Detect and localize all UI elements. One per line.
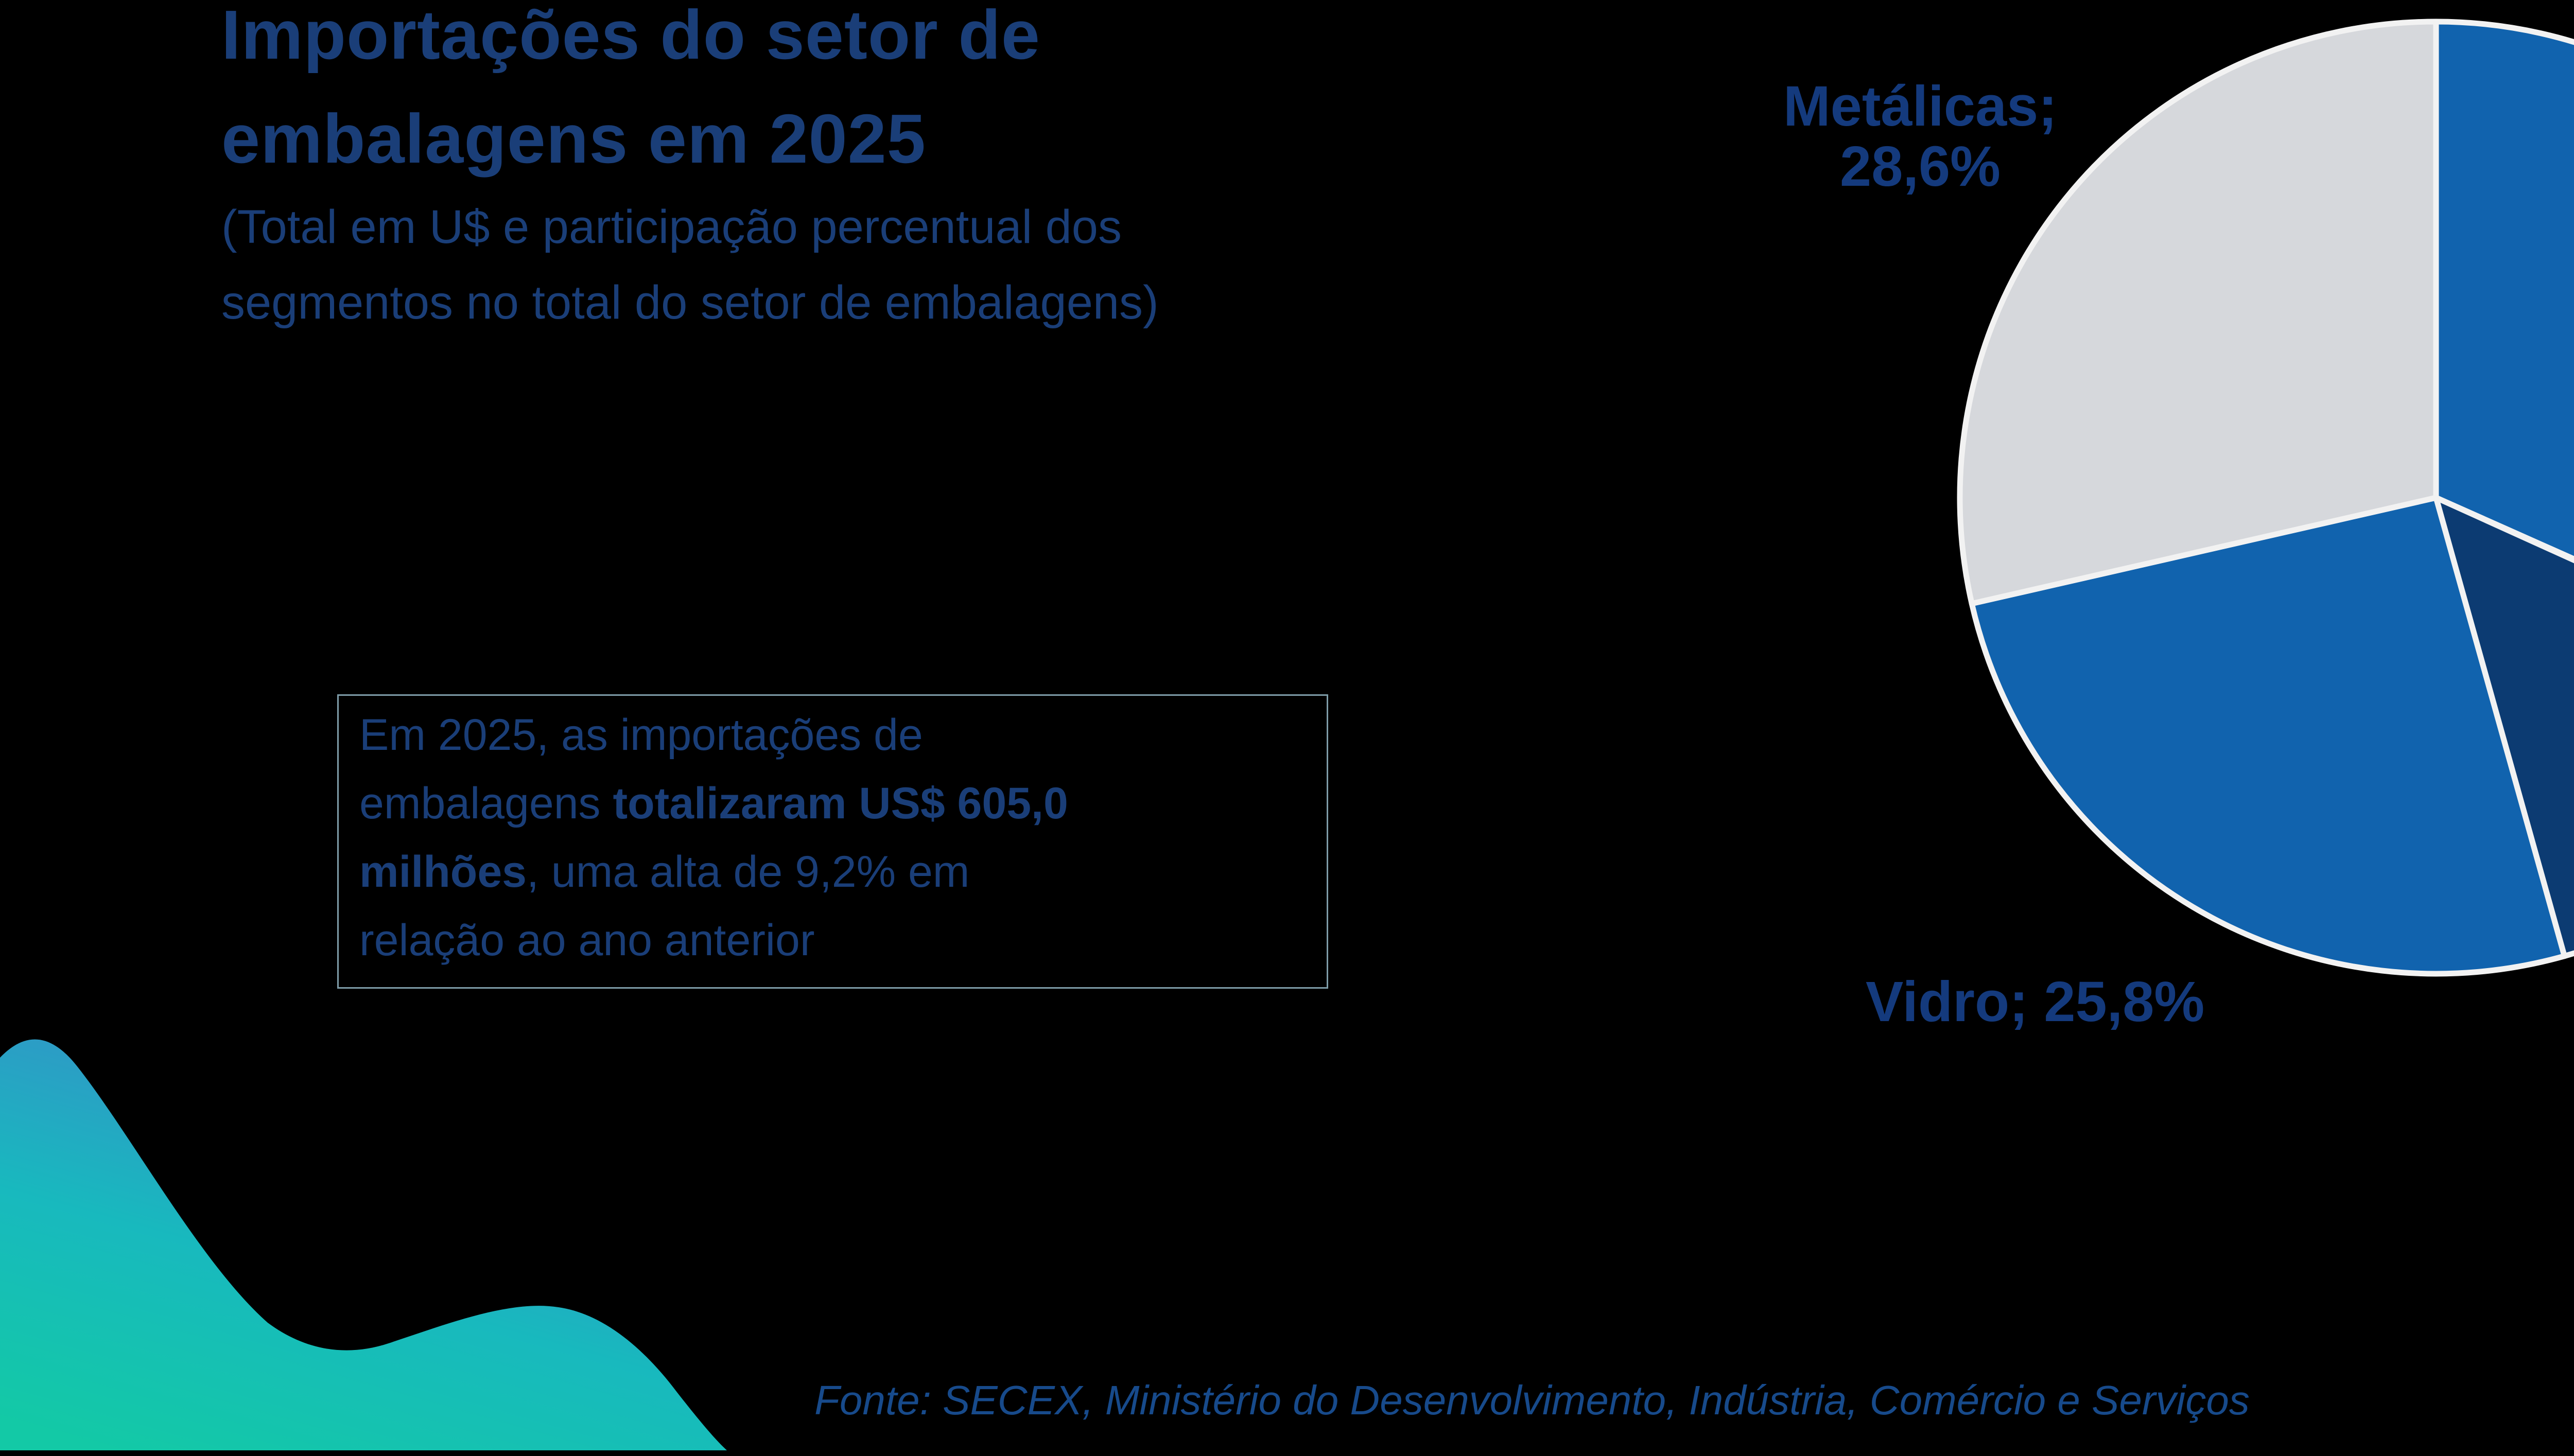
highlight-box-line: relação ao ano anterior (359, 906, 1306, 975)
page-title-line1: Importações do setor de (221, 0, 1040, 74)
source-note: Fonte: SECEX, Ministério do Desenvolvime… (814, 1377, 2250, 1423)
highlight-box-text: embalagens (359, 779, 613, 828)
page-subtitle-line1: (Total em U$ e participação percentual d… (221, 201, 1122, 253)
highlight-box-line: embalagens totalizaram US$ 605,0 (359, 769, 1306, 838)
highlight-box-line: milhões, uma alta de 9,2% em (359, 838, 1306, 906)
highlight-box-line: Em 2025, as importações de (359, 701, 1306, 769)
highlight-box-bold-text: totalizaram US$ 605,0 (613, 779, 1068, 828)
page-title-line2: embalagens em 2025 (221, 100, 926, 178)
highlight-box-text: relação ao ano anterior (359, 916, 815, 965)
pie-label-metalicas-line2: 28,6% (1840, 135, 2001, 198)
pie-label-metalicas: Metálicas; 28,6% (1663, 76, 2178, 197)
pie-label-vidro: Vidro; 25,8% (1866, 970, 2205, 1033)
highlight-box-text: Em 2025, as importações de (359, 710, 923, 760)
page-subtitle-line2: segmentos no total do setor de embalagen… (221, 276, 1159, 329)
highlight-box-bold-text: milhões (359, 847, 527, 897)
pie-slice-plastico (2433, 19, 2574, 563)
highlight-box-text: , uma alta de 9,2% em (526, 847, 970, 897)
pie-slice-metalicas (1957, 19, 2439, 607)
highlight-text-box: Em 2025, as importações de embalagens tot… (337, 694, 1328, 989)
page-subtitle: (Total em U$ e participação percentual d… (221, 189, 1159, 341)
page-title: Importações do setor de embalagens em 20… (221, 0, 1040, 191)
pie-label-metalicas-line1: Metálicas; (1783, 75, 2057, 138)
pie-slice-vidro (1969, 495, 2567, 977)
